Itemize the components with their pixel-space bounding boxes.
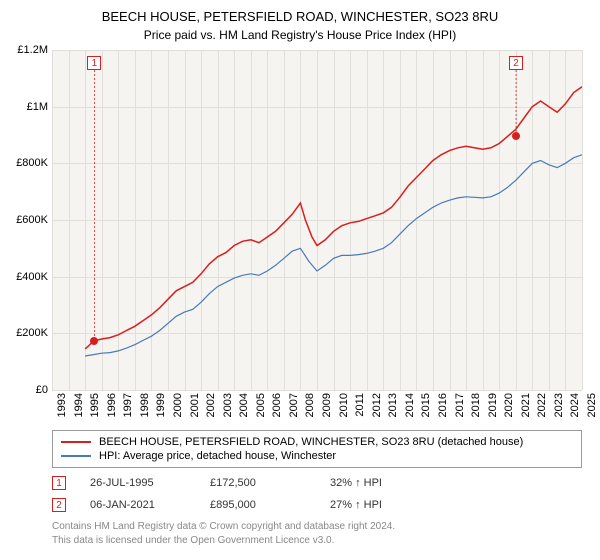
x-tick-label: 2023 <box>553 393 565 428</box>
x-tick-label: 2012 <box>371 393 383 428</box>
x-tick-label: 2011 <box>354 393 366 428</box>
x-tick-label: 1995 <box>89 393 101 428</box>
sale-delta: 32% ↑ HPI <box>330 477 450 489</box>
footer-line1: Contains HM Land Registry data © Crown c… <box>52 520 395 534</box>
x-tick-label: 2001 <box>189 393 201 428</box>
chart-subtitle: Price paid vs. HM Land Registry's House … <box>0 26 600 42</box>
sale-date: 26-JUL-1995 <box>90 477 210 489</box>
x-tick-label: 2017 <box>454 393 466 428</box>
table-row: 2 06-JAN-2021 £895,000 27% ↑ HPI <box>52 494 582 516</box>
footer: Contains HM Land Registry data © Crown c… <box>52 520 395 548</box>
x-tick-label: 2003 <box>222 393 234 428</box>
sales-table: 1 26-JUL-1995 £172,500 32% ↑ HPI 2 06-JA… <box>52 472 582 516</box>
x-tick-label: 2021 <box>520 393 532 428</box>
x-tick-label: 2010 <box>338 393 350 428</box>
legend-item-hpi: HPI: Average price, detached house, Winc… <box>61 449 573 463</box>
sale-delta: 27% ↑ HPI <box>330 499 450 511</box>
sale-point <box>512 132 520 140</box>
x-tick-label: 2002 <box>205 393 217 428</box>
x-tick-label: 2015 <box>420 393 432 428</box>
x-tick-label: 2000 <box>172 393 184 428</box>
legend-swatch-price <box>61 441 91 443</box>
x-tick-label: 1998 <box>139 393 151 428</box>
x-tick-label: 2016 <box>437 393 449 428</box>
x-tick-label: 2004 <box>238 393 250 428</box>
sale-marker-box: 2 <box>509 56 523 70</box>
y-tick-label: £800K <box>16 157 48 169</box>
legend-label-hpi: HPI: Average price, detached house, Winc… <box>99 450 336 462</box>
y-tick-label: £1.2M <box>17 44 48 56</box>
sale-marker-box: 1 <box>87 56 101 70</box>
y-tick-label: £200K <box>16 327 48 339</box>
sale-price: £172,500 <box>210 477 330 489</box>
footer-line2: This data is licensed under the Open Gov… <box>52 534 395 548</box>
x-tick-label: 1999 <box>155 393 167 428</box>
x-tick-label: 1996 <box>106 393 118 428</box>
table-row: 1 26-JUL-1995 £172,500 32% ↑ HPI <box>52 472 582 494</box>
x-tick-label: 2008 <box>304 393 316 428</box>
legend-item-price: BEECH HOUSE, PETERSFIELD ROAD, WINCHESTE… <box>61 435 573 449</box>
x-tick-label: 2019 <box>487 393 499 428</box>
chart-container: BEECH HOUSE, PETERSFIELD ROAD, WINCHESTE… <box>0 0 600 560</box>
sale-marker-2: 2 <box>52 498 66 512</box>
sale-date: 06-JAN-2021 <box>90 499 210 511</box>
y-tick-label: £600K <box>16 214 48 226</box>
x-tick-label: 2013 <box>387 393 399 428</box>
y-tick-label: £1M <box>27 101 48 113</box>
chart-title: BEECH HOUSE, PETERSFIELD ROAD, WINCHESTE… <box>0 0 600 26</box>
y-tick-label: £400K <box>16 271 48 283</box>
x-tick-label: 1994 <box>73 393 85 428</box>
x-tick-label: 1997 <box>122 393 134 428</box>
plot-area: 12 <box>52 50 582 390</box>
x-tick-label: 2024 <box>569 393 581 428</box>
x-tick-label: 2022 <box>536 393 548 428</box>
x-tick-label: 2014 <box>404 393 416 428</box>
x-tick-label: 2018 <box>470 393 482 428</box>
legend-swatch-hpi <box>61 455 91 457</box>
legend-label-price: BEECH HOUSE, PETERSFIELD ROAD, WINCHESTE… <box>99 436 523 448</box>
x-tick-label: 2020 <box>503 393 515 428</box>
legend: BEECH HOUSE, PETERSFIELD ROAD, WINCHESTE… <box>52 430 582 468</box>
x-tick-label: 1993 <box>56 393 68 428</box>
x-tick-label: 2009 <box>321 393 333 428</box>
sale-point <box>90 337 98 345</box>
x-tick-label: 2007 <box>288 393 300 428</box>
x-tick-label: 2006 <box>271 393 283 428</box>
x-tick-label: 2005 <box>255 393 267 428</box>
chart-lines <box>52 50 582 390</box>
y-tick-label: £0 <box>36 384 48 396</box>
sale-price: £895,000 <box>210 499 330 511</box>
x-tick-label: 2025 <box>586 393 598 428</box>
sale-marker-1: 1 <box>52 476 66 490</box>
